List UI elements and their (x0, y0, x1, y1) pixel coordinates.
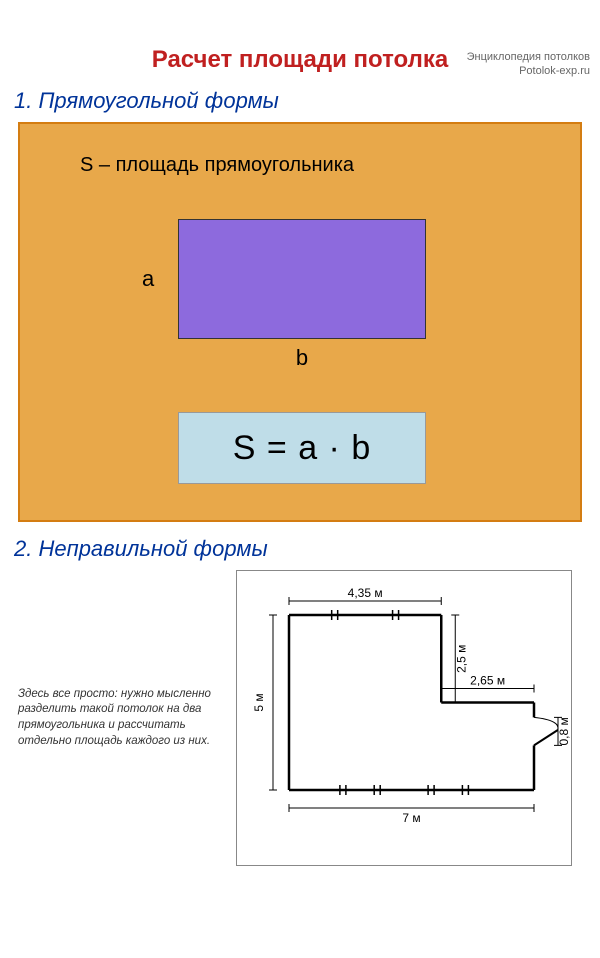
svg-text:0,8 м: 0,8 м (557, 717, 571, 745)
floor-plan-svg: 4,35 м 2,5 м2,65 м 0,8 м 5 м 7 м (237, 571, 573, 867)
svg-text:7 м: 7 м (402, 811, 420, 825)
section2-row: Здесь все просто: нужно мысленно раздели… (18, 570, 582, 866)
svg-text:2,65 м: 2,65 м (470, 674, 505, 688)
label-b: b (296, 345, 308, 371)
credit-line2: Potolok-exp.ru (467, 64, 590, 78)
svg-text:4,35 м: 4,35 м (348, 586, 383, 600)
svg-text:2,5 м: 2,5 м (454, 645, 468, 673)
plan-holder: 4,35 м 2,5 м2,65 м 0,8 м 5 м 7 м (226, 570, 582, 866)
credit-line1: Энциклопедия потолков (467, 50, 590, 64)
rect-wrap: a b (178, 219, 426, 339)
panel-rectangle: S – площадь прямоугольника a b S = a · b (18, 122, 582, 522)
floor-plan-box: 4,35 м 2,5 м2,65 м 0,8 м 5 м 7 м (236, 570, 572, 866)
credit-block: Энциклопедия потолков Potolok-exp.ru (467, 50, 590, 79)
rectangle-shape (178, 219, 426, 339)
rect-caption: S – площадь прямоугольника (80, 154, 354, 177)
section2-description: Здесь все просто: нужно мысленно раздели… (18, 687, 218, 749)
formula-box: S = a · b (178, 412, 426, 484)
section1-heading: 1. Прямоугольной формы (14, 88, 600, 114)
svg-text:5 м: 5 м (252, 693, 266, 711)
label-a: a (142, 266, 154, 292)
section2-heading: 2. Неправильной формы (14, 536, 600, 562)
